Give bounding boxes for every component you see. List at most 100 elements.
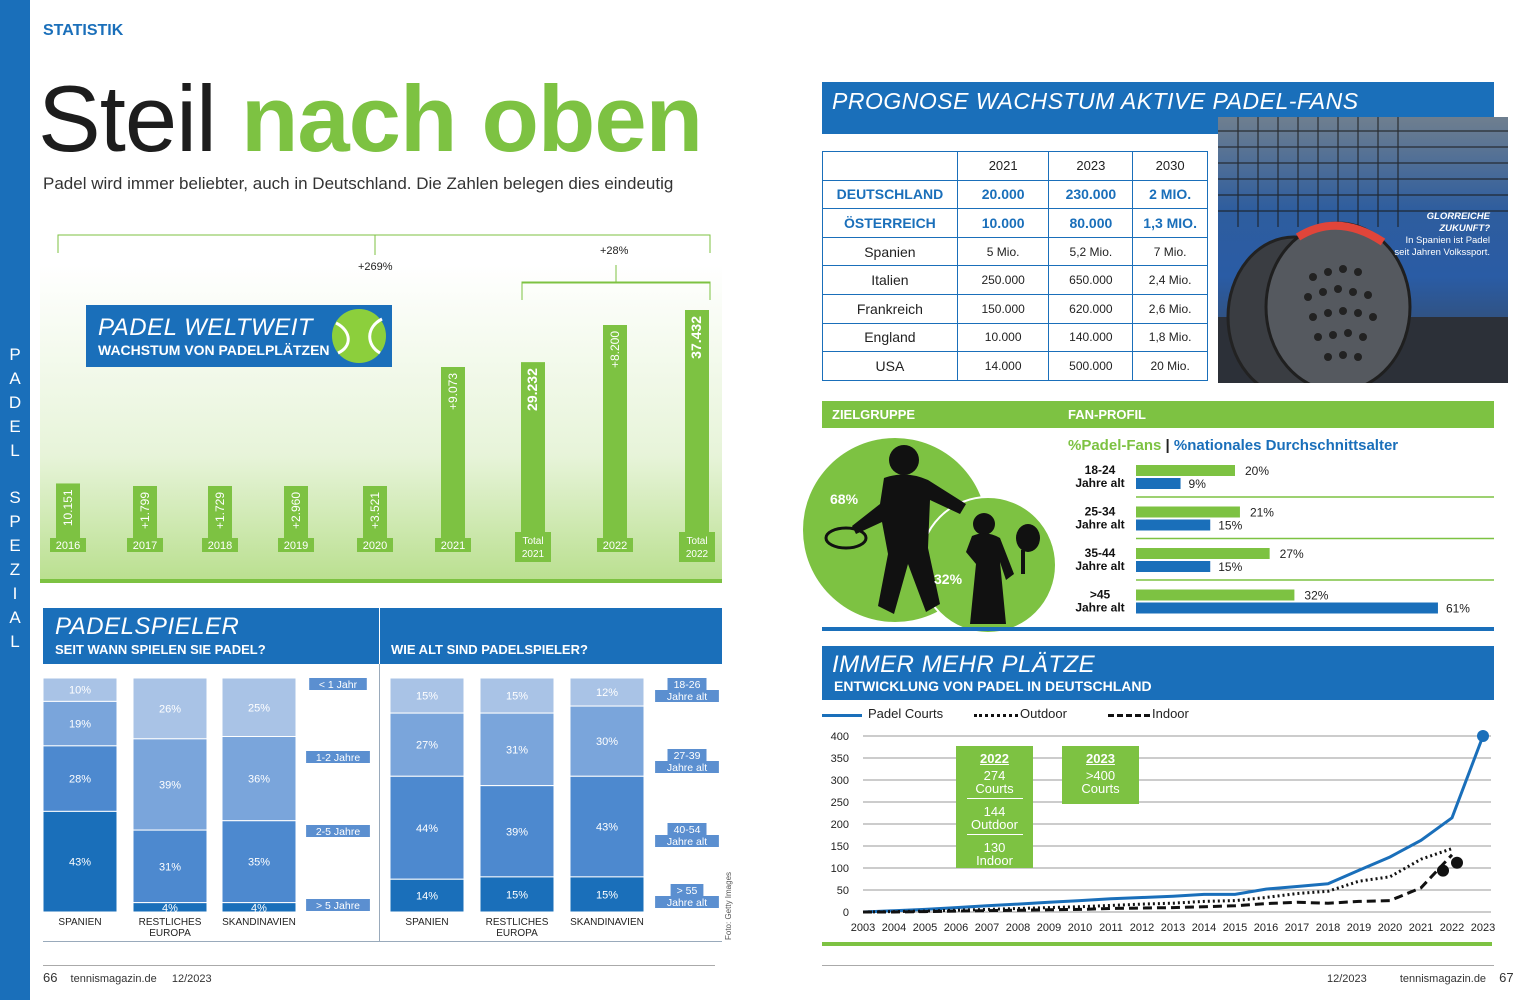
stack-segment <box>221 902 297 913</box>
x-tick-label: 2004 <box>882 922 906 934</box>
side-letter: L <box>10 632 20 651</box>
y-tick-label: 150 <box>831 841 849 853</box>
courts-world-bars: 10.151 2016 +1.799 2017 +1.729 2018 +2.960 2019… <box>50 310 715 562</box>
players-age-chart: 15% 27% 44% 14% SPANIEN 15% 31% 39% 15% RESTLICHE… <box>389 677 719 939</box>
table-cell: 7 Mio. <box>1132 236 1208 267</box>
legend-box <box>670 884 704 896</box>
y-tick-label: 250 <box>831 797 849 809</box>
table-row: ÖSTERREICH 10.000 80.000 1,3 MIO. <box>822 208 1208 238</box>
category-label-bg <box>357 538 393 552</box>
legend-label: 27-39 <box>674 750 701 762</box>
y-tick-label: 350 <box>831 753 849 765</box>
target-bottom-rule <box>822 627 1494 631</box>
legend-label: 40-54 <box>674 824 701 836</box>
x-tick-label: 2016 <box>1254 922 1278 934</box>
players-header: PADELSPIELER SEIT WANN SPIELEN SIE PADEL… <box>43 608 722 664</box>
segment-value: 28% <box>69 774 91 786</box>
avg-bar <box>1136 519 1211 531</box>
fan-legend-avg: %nationales Durchschnittsalter <box>1173 437 1399 454</box>
legend-label: Jahre alt <box>667 897 707 909</box>
legend-label: Jahre alt <box>667 762 707 774</box>
growth-28: +28% <box>600 245 629 257</box>
bar <box>208 486 232 548</box>
courts-line <box>862 735 1485 914</box>
table-cell: 2 MIO. <box>1132 179 1208 210</box>
target-illustration: 68% 32% <box>803 438 1057 634</box>
category-label: 2021 <box>441 540 465 552</box>
legend-box <box>667 678 707 690</box>
y-tick-label: 400 <box>831 731 849 743</box>
box-2023-year: 2023 <box>1086 751 1115 766</box>
table-cell: Frankreich <box>822 293 958 324</box>
legend-indoor: Indoor <box>1152 706 1189 721</box>
category-label: RESTLICHES <box>486 917 549 928</box>
y-tick-label: 50 <box>837 885 849 897</box>
table-cell: 1,3 MIO. <box>1132 208 1208 238</box>
side-bar <box>0 0 30 1000</box>
players-since-subtitle: SEIT WANN SPIELEN SIE PADEL? <box>55 642 266 657</box>
courts-de-header: IMMER MEHR PLÄTZE ENTWICKLUNG VON PADEL … <box>822 646 1494 700</box>
box-2023-l2: Courts <box>1081 781 1120 796</box>
legend-label: 18-26 <box>674 679 701 691</box>
category-label: Total <box>686 536 707 547</box>
y-tick-label: 300 <box>831 775 849 787</box>
side-letter: A <box>9 369 21 388</box>
table-cell: 2,4 Mio. <box>1132 265 1208 295</box>
x-tick-label: 2015 <box>1223 922 1247 934</box>
table-cell: 5,2 Mio. <box>1048 236 1134 267</box>
avg-bar <box>1136 602 1438 614</box>
bar <box>685 310 709 548</box>
avg-bar-value: 15% <box>1218 560 1242 574</box>
chart-baseline <box>40 579 722 583</box>
stack-segment <box>132 902 208 913</box>
table-header-cell: 2021 <box>956 151 1050 181</box>
fan-bar-value: 27% <box>1280 547 1304 561</box>
fan-legend-sep: | <box>1165 437 1170 454</box>
segment-value: 36% <box>248 774 270 786</box>
bar-value-label: +9.073 <box>446 373 460 410</box>
table-cell: DEUTSCHLAND <box>822 179 958 210</box>
avg-bar-value: 9% <box>1189 477 1207 491</box>
table-cell: 1,8 Mio. <box>1132 322 1208 353</box>
table-cell: 150.000 <box>956 293 1050 324</box>
issue-left: 12/2023 <box>171 973 212 985</box>
category-label-bg <box>515 532 551 562</box>
table-row: Spanien 5 Mio. 5,2 Mio. 7 Mio. <box>822 236 1208 267</box>
female-player-silhouette <box>966 513 1040 624</box>
x-tick-label: 2023 <box>1471 922 1495 934</box>
category-label: 2022 <box>686 549 709 560</box>
courts-world-subtitle: WACHSTUM VON PADELPLÄTZEN <box>98 342 330 358</box>
age-group-label: Jahre alt <box>1075 476 1124 490</box>
issue-right: 12/2023 <box>1327 973 1367 985</box>
x-tick-label: 2011 <box>1099 922 1123 934</box>
age-group-label: Jahre alt <box>1075 601 1124 615</box>
box-2022-year: 2022 <box>980 751 1009 766</box>
segment-value: 19% <box>69 719 91 731</box>
segment-value: 31% <box>159 861 181 873</box>
category-label: SPANIEN <box>58 917 101 928</box>
page-number-left: 66 <box>43 970 58 985</box>
photo-caption: GLORREICHE ZUKUNFT? In Spanien ist Padel… <box>1394 211 1490 259</box>
stack-segment <box>389 878 465 913</box>
bar-value-label: 29.232 <box>524 368 540 411</box>
x-tick-label: 2021 <box>1409 922 1433 934</box>
intro-text: Padel wird immer beliebter, auch in Deut… <box>43 174 674 193</box>
side-letter: Z <box>9 560 21 579</box>
box-2022: 2022 274 Courts 144 Outdoor 130 Indoor <box>956 746 1033 868</box>
title-light: Steil <box>38 66 217 171</box>
table-row: USA 14.000 500.000 20 Mio. <box>822 351 1208 381</box>
forecast-header: PROGNOSE WACHSTUM AKTIVE PADEL-FANS <box>822 82 1494 134</box>
outdoor-line <box>862 847 1453 914</box>
fan-bar-value: 32% <box>1304 589 1328 603</box>
legend-label: 1-2 Jahre <box>316 752 361 764</box>
stack-segment <box>479 712 555 787</box>
site-left: tennismagazin.de <box>70 973 157 985</box>
legend-box <box>667 823 707 835</box>
bar <box>133 486 157 548</box>
category-label-bg <box>127 538 163 552</box>
x-tick-label: 2006 <box>944 922 968 934</box>
x-tick-label: 2005 <box>913 922 937 934</box>
bar <box>603 325 627 548</box>
category-label: Total <box>522 536 543 547</box>
